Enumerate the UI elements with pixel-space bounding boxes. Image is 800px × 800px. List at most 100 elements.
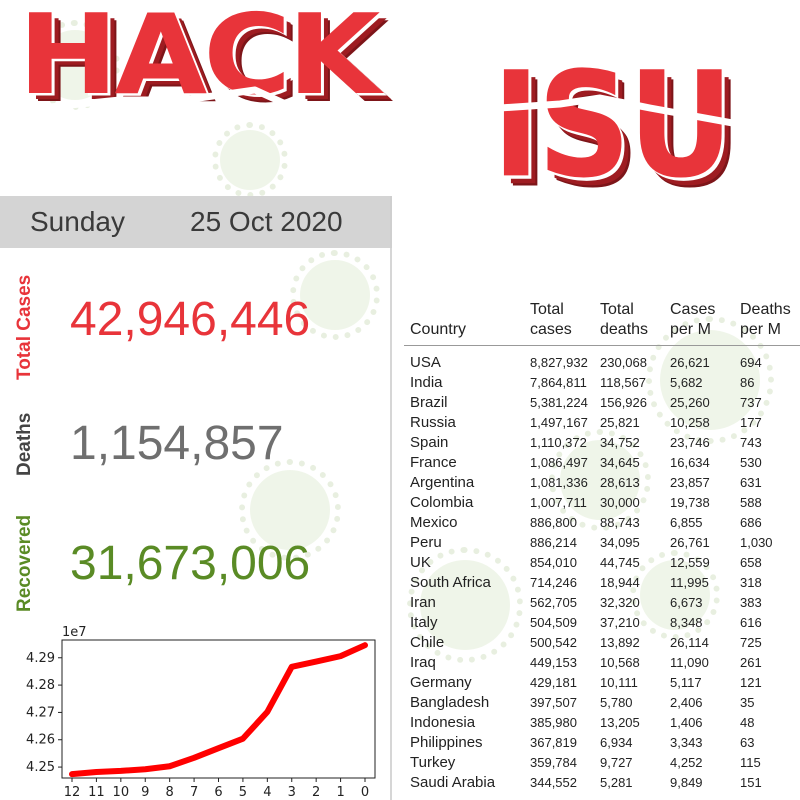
value-cell: 48 bbox=[740, 715, 755, 730]
logo-text-hack: HACK bbox=[18, 0, 380, 120]
value-cell: 34,095 bbox=[600, 535, 640, 550]
country-cell: Italy bbox=[410, 614, 438, 631]
value-cell: 23,746 bbox=[670, 435, 710, 450]
value-cell: 7,864,811 bbox=[530, 375, 587, 390]
value-cell: 397,507 bbox=[530, 695, 577, 710]
value-cell: 115 bbox=[740, 755, 761, 770]
value-cell: 13,892 bbox=[600, 635, 640, 650]
value-cell: 9,849 bbox=[670, 775, 703, 790]
recovered-label: Recovered bbox=[14, 514, 35, 612]
value-cell: 2,406 bbox=[670, 695, 703, 710]
x-tick-label: 3 bbox=[288, 785, 296, 800]
value-cell: 37,210 bbox=[600, 615, 640, 630]
value-cell: 500,542 bbox=[530, 635, 577, 650]
value-cell: 1,110,372 bbox=[530, 435, 587, 450]
logo-zigzag-icon bbox=[39, 86, 761, 132]
table-row: Turkey 359,784 9,727 4,252 115 bbox=[404, 753, 800, 773]
value-cell: 1,007,711 bbox=[530, 495, 587, 510]
value-cell: 261 bbox=[740, 655, 762, 670]
column-header-line: per M bbox=[740, 321, 781, 338]
x-tick-label: 0 bbox=[361, 785, 369, 800]
value-cell: 562,705 bbox=[530, 595, 577, 610]
table-row: Iran 562,705 32,320 6,673 383 bbox=[404, 593, 800, 613]
virus-icon bbox=[407, 547, 523, 663]
hackisu-logo: HACK ISU bbox=[0, 0, 800, 250]
value-cell: 588 bbox=[740, 495, 762, 510]
table-row: Colombia 1,007,711 30,000 19,738 588 bbox=[404, 493, 800, 513]
value-cell: 5,381,224 bbox=[530, 395, 588, 410]
value-cell: 86 bbox=[740, 375, 755, 390]
value-cell: 44,745 bbox=[600, 555, 640, 570]
value-cell: 616 bbox=[740, 615, 762, 630]
table-row: Spain 1,110,372 34,752 23,746 743 bbox=[404, 433, 800, 453]
country-cell: France bbox=[410, 454, 457, 471]
column-header-line: per M bbox=[670, 321, 711, 338]
x-tick-label: 2 bbox=[312, 785, 320, 800]
table-row: Bangladesh 397,507 5,780 2,406 35 bbox=[404, 693, 800, 713]
country-cell: Mexico bbox=[410, 514, 458, 531]
value-cell: 344,552 bbox=[530, 775, 577, 790]
table-header: Country Total cases Total deaths Cases per M De… bbox=[404, 298, 800, 346]
panel-divider bbox=[390, 248, 392, 800]
country-cell: Iran bbox=[410, 594, 436, 611]
value-cell: 504,509 bbox=[530, 615, 577, 630]
value-cell: 631 bbox=[740, 475, 762, 490]
table-row: France 1,086,497 34,645 16,634 530 bbox=[404, 453, 800, 473]
value-cell: 28,613 bbox=[600, 475, 640, 490]
value-cell: 8,348 bbox=[670, 615, 703, 630]
value-cell: 11,090 bbox=[670, 655, 709, 670]
column-header-line: cases bbox=[530, 321, 572, 338]
value-cell: 714,246 bbox=[530, 575, 577, 590]
country-cell: Russia bbox=[410, 414, 456, 431]
deaths-label: Deaths bbox=[14, 412, 35, 476]
column-header-line: deaths bbox=[600, 321, 649, 338]
value-cell: 385,980 bbox=[530, 715, 577, 730]
value-cell: 449,153 bbox=[530, 655, 577, 670]
table-row: Mexico 886,800 88,743 6,855 686 bbox=[404, 513, 800, 533]
value-cell: 35 bbox=[740, 695, 755, 710]
column-header: Cases per M bbox=[670, 300, 740, 340]
value-cell: 1,081,336 bbox=[530, 475, 588, 490]
country-cell: Brazil bbox=[410, 394, 448, 411]
country-cell: Iraq bbox=[410, 654, 436, 671]
table-row: UK 854,010 44,745 12,559 658 bbox=[404, 553, 800, 573]
table-row: Iraq 449,153 10,568 11,090 261 bbox=[404, 653, 800, 673]
value-cell: 318 bbox=[740, 575, 762, 590]
table-row: Germany 429,181 10,111 5,117 121 bbox=[404, 673, 800, 693]
value-cell: 25,260 bbox=[670, 395, 710, 410]
table-row: Philippines 367,819 6,934 3,343 63 bbox=[404, 733, 800, 753]
x-tick-label: 9 bbox=[141, 785, 149, 800]
y-tick-label: 4.28 bbox=[26, 678, 55, 693]
value-cell: 737 bbox=[740, 395, 762, 410]
column-header: Country bbox=[404, 320, 530, 340]
value-cell: 4,252 bbox=[670, 755, 703, 770]
value-cell: 156,926 bbox=[600, 395, 647, 410]
column-header: Total cases bbox=[530, 300, 600, 340]
value-cell: 359,784 bbox=[530, 755, 577, 770]
x-tick-label: 5 bbox=[239, 785, 247, 800]
country-cell: Bangladesh bbox=[410, 694, 490, 711]
logo-text-isu: ISU bbox=[492, 39, 734, 211]
value-cell: 23,857 bbox=[670, 475, 710, 490]
y-tick-label: 4.29 bbox=[26, 651, 55, 666]
value-cell: 26,761 bbox=[670, 535, 710, 550]
value-cell: 10,258 bbox=[670, 415, 710, 430]
country-cell: Indonesia bbox=[410, 714, 476, 731]
value-cell: 18,944 bbox=[600, 575, 640, 590]
value-cell: 6,934 bbox=[600, 735, 633, 750]
virus-icon bbox=[630, 550, 720, 640]
value-cell: 34,752 bbox=[600, 435, 640, 450]
total-cases-series-line bbox=[69, 642, 368, 778]
value-cell: 5,682 bbox=[670, 375, 703, 390]
table-row: India 7,864,811 118,567 5,682 86 bbox=[404, 373, 800, 393]
x-tick-label: 7 bbox=[190, 785, 198, 800]
y-tick-label: 4.26 bbox=[26, 733, 55, 748]
value-cell: 854,010 bbox=[530, 555, 577, 570]
country-stats-table: Country Total cases Total deaths Cases per M De… bbox=[404, 298, 800, 793]
value-cell: 1,030 bbox=[740, 535, 773, 550]
total-cases-label: Total Cases bbox=[14, 274, 35, 380]
value-cell: 230,068 bbox=[600, 355, 647, 370]
value-cell: 151 bbox=[740, 775, 762, 790]
value-cell: 6,673 bbox=[670, 595, 703, 610]
x-tick-label: 4 bbox=[263, 785, 271, 800]
